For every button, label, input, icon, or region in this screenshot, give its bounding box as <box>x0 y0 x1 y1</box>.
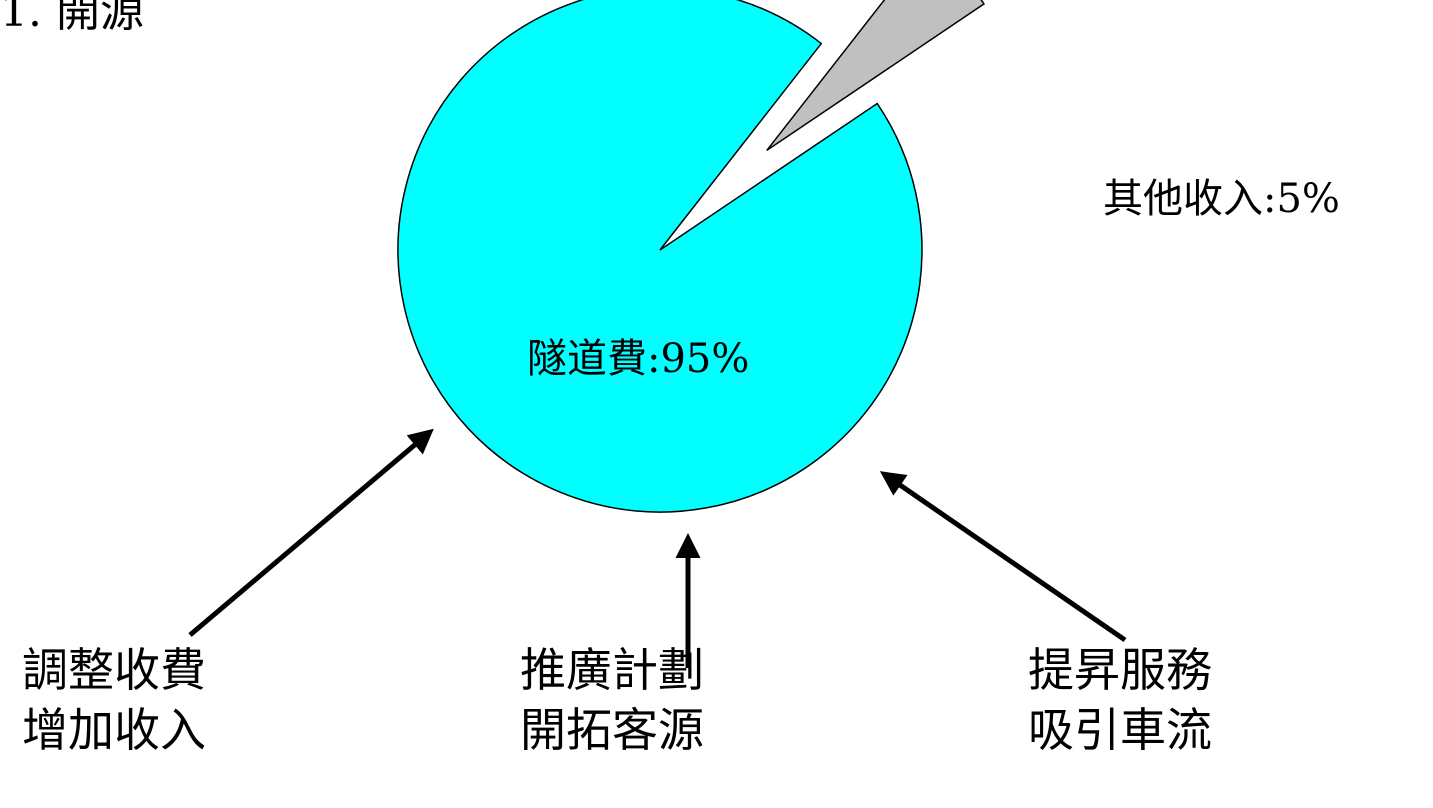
arrow-right <box>879 471 1127 643</box>
note-line: 推廣計劃 <box>520 643 704 697</box>
note-line: 增加收入 <box>22 703 206 757</box>
note-line: 調整收費 <box>22 643 206 697</box>
slice-label-other-income: 其他收入:5% <box>1103 176 1340 222</box>
note-line: 提昇服務 <box>1028 643 1212 697</box>
note-line: 吸引車流 <box>1028 703 1212 757</box>
note-adjust-fees: 調整收費 增加收入 <box>22 640 206 760</box>
note-promotion-plan: 推廣計劃 開拓客源 <box>520 640 704 760</box>
pie-slice-other-income <box>766 0 986 152</box>
pie-slice-tunnel-fee <box>397 0 923 513</box>
page-title: 1. 開源 <box>0 0 144 37</box>
slice-label-tunnel-fee: 隧道費:95% <box>527 336 749 382</box>
arrow-left <box>188 428 434 637</box>
note-line: 開拓客源 <box>520 703 704 757</box>
note-improve-service: 提昇服務 吸引車流 <box>1028 640 1212 760</box>
